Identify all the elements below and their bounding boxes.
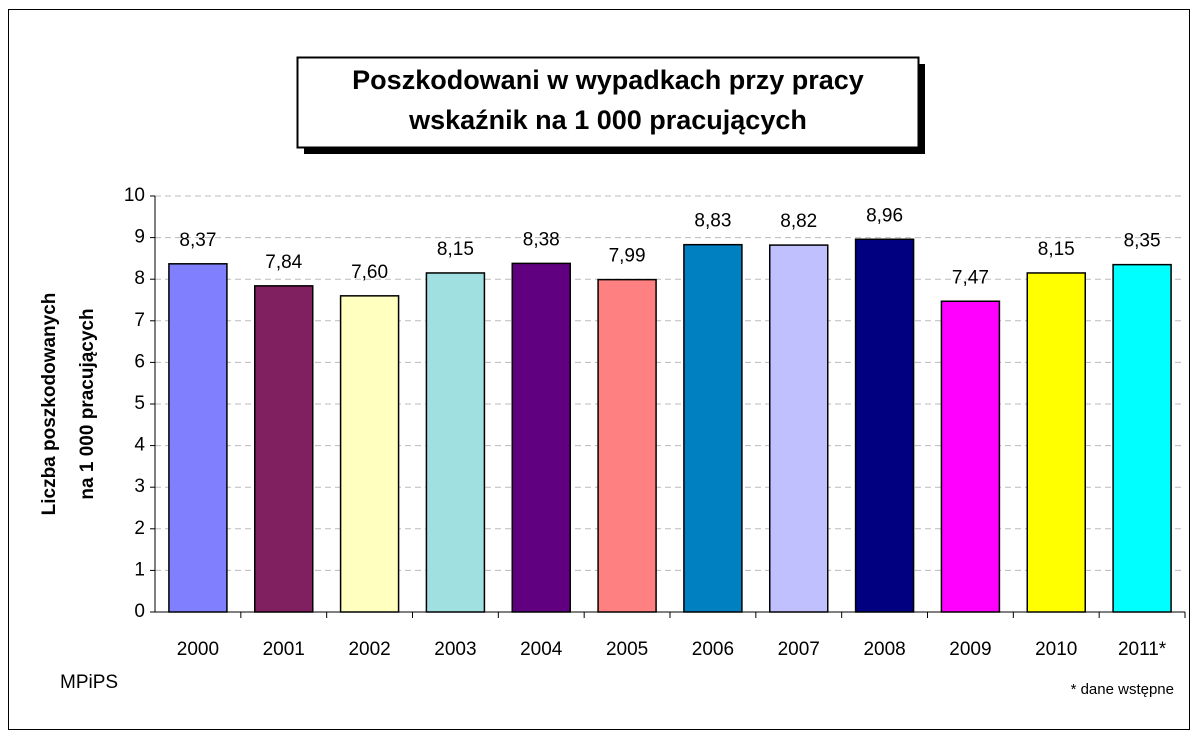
- x-tick-label: 2010: [1035, 639, 1077, 660]
- y-tick-label: 8: [134, 268, 145, 289]
- y-tick-label: 9: [134, 227, 145, 248]
- y-tick-label: 7: [134, 310, 145, 331]
- bar: [683, 243, 743, 613]
- value-label: 8,37: [179, 230, 216, 251]
- title-box: [296, 56, 920, 149]
- x-tick-label: 2002: [348, 639, 390, 660]
- bar: [168, 263, 228, 613]
- x-tick-label: 2003: [434, 639, 476, 660]
- x-tick-label: 2001: [263, 639, 305, 660]
- x-tick-label: 2009: [949, 639, 991, 660]
- y-axis-label: na 1 000 pracujących: [77, 308, 98, 499]
- y-tick-label: 4: [134, 435, 145, 456]
- y-axis-label: Liczba poszkodowanych: [39, 293, 60, 516]
- value-label: 8,96: [866, 205, 903, 226]
- bar: [1112, 263, 1172, 613]
- bar: [254, 285, 314, 613]
- bar: [597, 278, 657, 613]
- chart-title: wskaźnik na 1 000 pracujących: [408, 105, 807, 135]
- x-tick-label: 2011*: [1118, 639, 1167, 660]
- x-tick-label: 2008: [863, 639, 905, 660]
- value-label: 8,15: [437, 239, 474, 260]
- bar: [1026, 272, 1086, 613]
- y-tick-label: 1: [134, 559, 145, 580]
- x-tick-label: 2006: [692, 639, 734, 660]
- bar: [854, 238, 915, 613]
- y-tick-label: 10: [124, 185, 145, 206]
- bar: [769, 244, 829, 613]
- value-label: 7,47: [952, 267, 989, 288]
- value-label: 7,60: [351, 262, 388, 283]
- footnote: * dane wstępne: [1071, 681, 1174, 698]
- bar: [339, 295, 400, 613]
- value-label: 8,83: [694, 211, 731, 232]
- x-tick-label: 2000: [177, 639, 219, 660]
- value-label: 8,35: [1124, 231, 1161, 252]
- x-tick-label: 2004: [520, 639, 563, 660]
- value-label: 7,84: [265, 252, 302, 273]
- y-tick-label: 5: [134, 393, 145, 414]
- value-label: 8,38: [523, 229, 560, 250]
- source-note: MPiPS: [60, 672, 118, 693]
- x-tick-label: 2005: [606, 639, 648, 660]
- value-label: 8,82: [780, 211, 817, 232]
- bar: [940, 300, 1001, 613]
- y-tick-label: 6: [134, 351, 145, 372]
- y-tick-label: 0: [134, 601, 145, 622]
- value-label: 7,99: [609, 246, 646, 267]
- value-label: 8,15: [1038, 239, 1075, 260]
- bar: [425, 272, 486, 613]
- bar: [511, 262, 571, 613]
- x-tick-label: 2007: [778, 639, 820, 660]
- chart-title: Poszkodowani w wypadkach przy pracy: [352, 65, 864, 95]
- y-tick-label: 2: [134, 518, 145, 539]
- y-tick-label: 3: [134, 476, 145, 497]
